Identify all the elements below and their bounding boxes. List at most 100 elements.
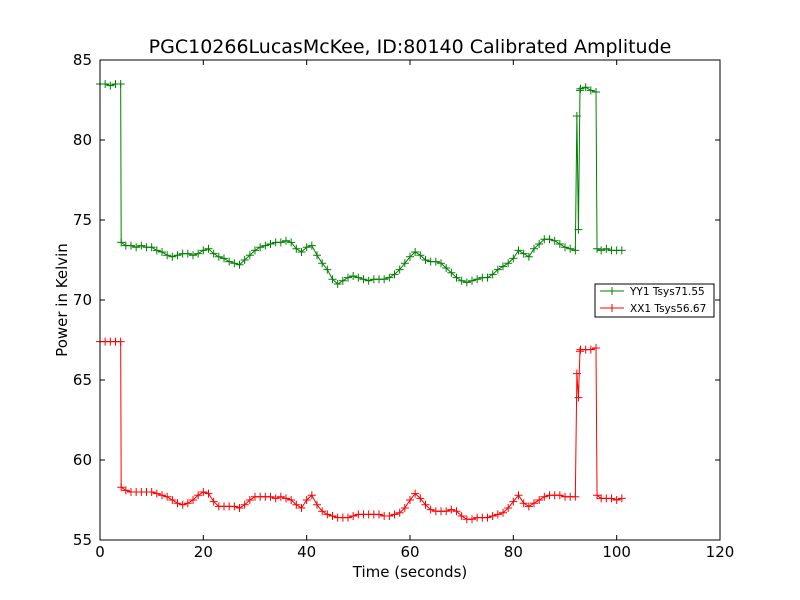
data-point-yy1 <box>173 251 182 260</box>
x-tick-label: 80 <box>504 543 523 561</box>
data-point-xx1 <box>540 492 549 501</box>
data-point-yy1 <box>230 259 239 268</box>
data-point-yy1 <box>158 248 166 256</box>
data-point-yy1 <box>462 278 471 287</box>
data-point-xx1 <box>555 491 564 500</box>
data-point-yy1 <box>581 83 590 92</box>
data-point-xx1 <box>493 510 502 519</box>
data-point-yy1 <box>245 251 254 260</box>
data-point-xx1 <box>574 393 583 402</box>
data-point-yy1 <box>592 88 600 96</box>
data-point-xx1 <box>271 494 280 503</box>
data-point-xx1 <box>447 505 456 514</box>
x-tick-label: 20 <box>194 543 213 561</box>
data-point-yy1 <box>349 272 358 280</box>
data-point-xx1 <box>524 502 533 511</box>
data-point-yy1 <box>545 235 554 244</box>
data-point-yy1 <box>117 238 126 247</box>
data-point-yy1 <box>431 257 440 266</box>
data-point-yy1 <box>390 270 399 279</box>
data-point-xx1 <box>519 499 528 508</box>
legend: YY1 Tsys71.55 XX1 Tsys56.67 <box>594 283 715 318</box>
data-point-xx1 <box>349 512 358 520</box>
data-point-xx1 <box>514 491 523 500</box>
data-point-xx1 <box>586 345 595 354</box>
data-point-xx1 <box>313 500 321 509</box>
data-point-yy1 <box>240 256 249 264</box>
data-point-xx1 <box>328 512 337 520</box>
data-point-yy1 <box>287 238 296 247</box>
data-point-yy1 <box>116 80 125 88</box>
data-point-xx1 <box>168 496 177 504</box>
data-point-yy1 <box>421 256 430 264</box>
data-point-xx1 <box>612 496 621 504</box>
data-point-xx1 <box>194 491 203 500</box>
data-point-xx1 <box>276 492 285 501</box>
data-point-xx1 <box>617 494 626 503</box>
data-point-yy1 <box>302 243 311 252</box>
data-point-yy1 <box>297 248 306 256</box>
data-point-xx1 <box>199 488 208 496</box>
data-point-xx1 <box>240 500 249 509</box>
x-tick-label: 120 <box>706 543 735 561</box>
data-point-yy1 <box>400 259 409 268</box>
data-point-yy1 <box>411 248 420 256</box>
data-point-xx1 <box>416 494 425 503</box>
data-point-yy1 <box>338 276 347 285</box>
data-point-xx1 <box>530 499 538 508</box>
data-point-yy1 <box>586 86 595 95</box>
y-axis-label: Power in Kelvin <box>53 243 71 357</box>
data-point-xx1 <box>117 483 126 492</box>
data-point-xx1 <box>209 497 218 506</box>
y-tick-label: 80 <box>73 131 92 149</box>
data-point-yy1 <box>152 246 161 255</box>
data-point-yy1 <box>359 275 368 284</box>
data-point-yy1 <box>535 240 544 248</box>
data-point-yy1 <box>514 246 523 255</box>
data-point-yy1 <box>488 270 497 279</box>
data-point-xx1 <box>592 344 600 352</box>
data-point-xx1 <box>426 505 435 514</box>
data-point-xx1 <box>235 504 244 512</box>
data-point-xx1 <box>204 489 213 498</box>
data-point-yy1 <box>566 244 575 253</box>
legend-label-xx1: XX1 Tsys56.67 <box>630 303 706 315</box>
data-point-yy1 <box>127 241 135 250</box>
data-point-yy1 <box>364 276 373 285</box>
legend-box <box>594 283 715 318</box>
legend-marker-xx1 <box>608 304 616 312</box>
data-point-yy1 <box>457 276 466 285</box>
data-point-yy1 <box>519 249 528 258</box>
legend-label-yy1: YY1 Tsys71.55 <box>629 286 705 298</box>
data-point-xx1 <box>178 500 187 509</box>
data-point-xx1 <box>266 492 275 501</box>
data-point-xx1 <box>571 492 580 501</box>
data-point-xx1 <box>297 504 306 512</box>
data-point-yy1 <box>282 236 290 245</box>
x-tick-label: 40 <box>297 543 316 561</box>
data-point-yy1 <box>483 273 492 282</box>
data-point-yy1 <box>214 252 223 261</box>
data-point-yy1 <box>550 236 559 245</box>
data-point-xx1 <box>400 504 409 512</box>
data-point-yy1 <box>572 112 581 120</box>
y-tick-label: 65 <box>73 371 92 389</box>
data-point-yy1 <box>333 280 342 288</box>
data-point-yy1 <box>571 246 580 255</box>
data-point-yy1 <box>442 264 451 272</box>
data-point-yy1 <box>395 265 404 274</box>
data-point-xx1 <box>230 502 239 511</box>
data-point-yy1 <box>509 254 518 263</box>
data-point-yy1 <box>323 265 332 274</box>
data-point-yy1 <box>220 254 228 263</box>
data-point-yy1 <box>183 249 192 258</box>
data-point-xx1 <box>385 512 394 520</box>
data-point-yy1 <box>313 251 321 260</box>
x-tick-label: 60 <box>400 543 419 561</box>
data-point-yy1 <box>266 240 275 248</box>
data-point-yy1 <box>380 275 389 284</box>
data-point-xx1 <box>158 491 166 500</box>
y-tick-label: 85 <box>73 51 92 69</box>
data-point-xx1 <box>607 494 616 503</box>
data-point-xx1 <box>593 491 602 500</box>
